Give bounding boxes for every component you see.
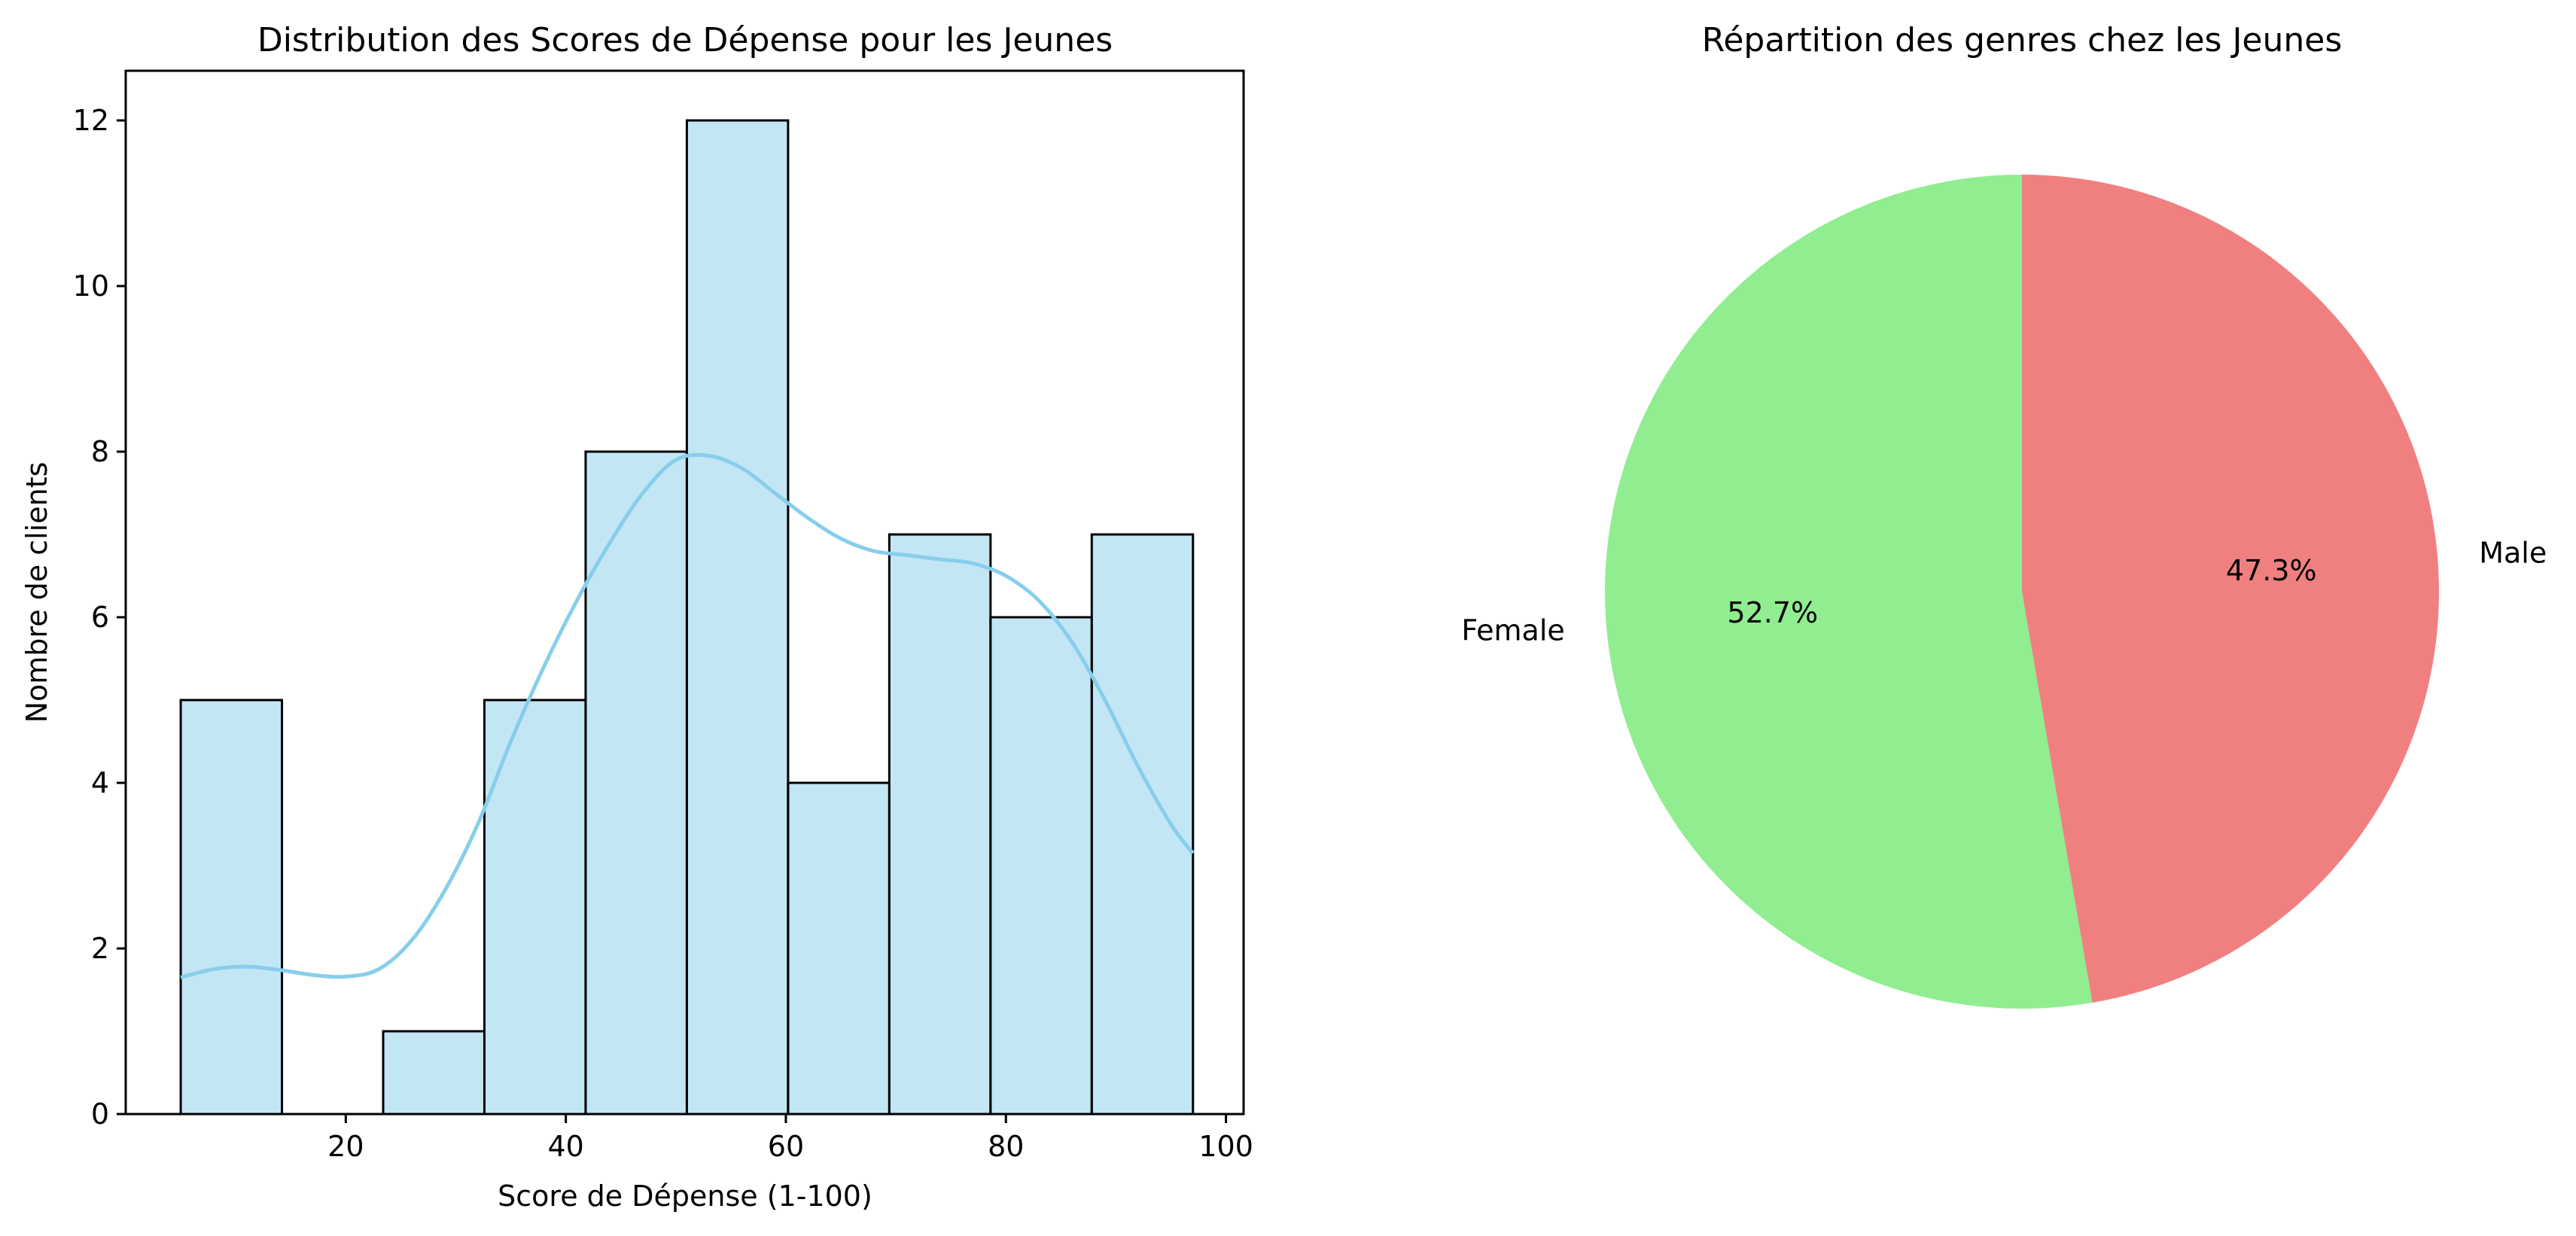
pie-slice-male xyxy=(2022,175,2439,1003)
histogram-title: Distribution des Scores de Dépense pour … xyxy=(257,21,1113,59)
histogram-bar xyxy=(483,699,587,1116)
histogram-bar xyxy=(1090,533,1195,1116)
pie-title: Répartition des genres chez les Jeunes xyxy=(1702,21,2343,59)
kde-curve xyxy=(180,452,1195,979)
x-tick-label: 40 xyxy=(547,1130,583,1163)
histogram-bar xyxy=(888,533,992,1116)
y-tick-label: 12 xyxy=(73,104,109,137)
pie-slices xyxy=(1605,175,2439,1009)
histogram-bar xyxy=(179,699,284,1116)
histogram-x-axis: 20 40 60 80 100 xyxy=(327,1114,1253,1163)
y-tick-label: 0 xyxy=(91,1097,109,1131)
pie-label-male: Male xyxy=(2479,536,2547,569)
histogram-bar xyxy=(787,781,891,1116)
histogram-plot-frame xyxy=(124,69,1245,1116)
histogram-bar xyxy=(989,616,1093,1116)
histogram-chart: Distribution des Scores de Dépense pour … xyxy=(20,21,1253,1213)
y-tick-label: 4 xyxy=(91,766,109,799)
x-tick-label: 80 xyxy=(988,1130,1024,1163)
x-tick-label: 20 xyxy=(327,1130,364,1163)
y-tick-label: 10 xyxy=(73,269,109,303)
pie-labels: Female 52.7% Male 47.3% xyxy=(1461,536,2547,647)
histogram-bars xyxy=(179,119,1195,1116)
y-tick-label: 6 xyxy=(91,601,109,634)
histogram-x-label: Score de Dépense (1-100) xyxy=(498,1180,872,1213)
x-tick-label: 100 xyxy=(1198,1130,1253,1163)
y-tick-label: 8 xyxy=(91,435,109,468)
pie-chart: Répartition des genres chez les Jeunes F… xyxy=(1461,21,2547,1009)
pie-percentage-female: 52.7% xyxy=(1727,596,1818,629)
x-tick-label: 60 xyxy=(768,1130,804,1163)
histogram-bar xyxy=(382,1030,486,1116)
histogram-bar xyxy=(584,450,688,1116)
pie-percentage-male: 47.3% xyxy=(2226,554,2317,587)
pie-slice-female xyxy=(1605,175,2093,1009)
y-tick-label: 2 xyxy=(91,932,109,965)
histogram-y-axis: 0 2 4 6 8 10 12 xyxy=(73,104,126,1131)
pie-label-female: Female xyxy=(1461,614,1564,647)
histogram-bar xyxy=(685,119,790,1116)
histogram-y-label: Nombre de clients xyxy=(20,462,53,723)
